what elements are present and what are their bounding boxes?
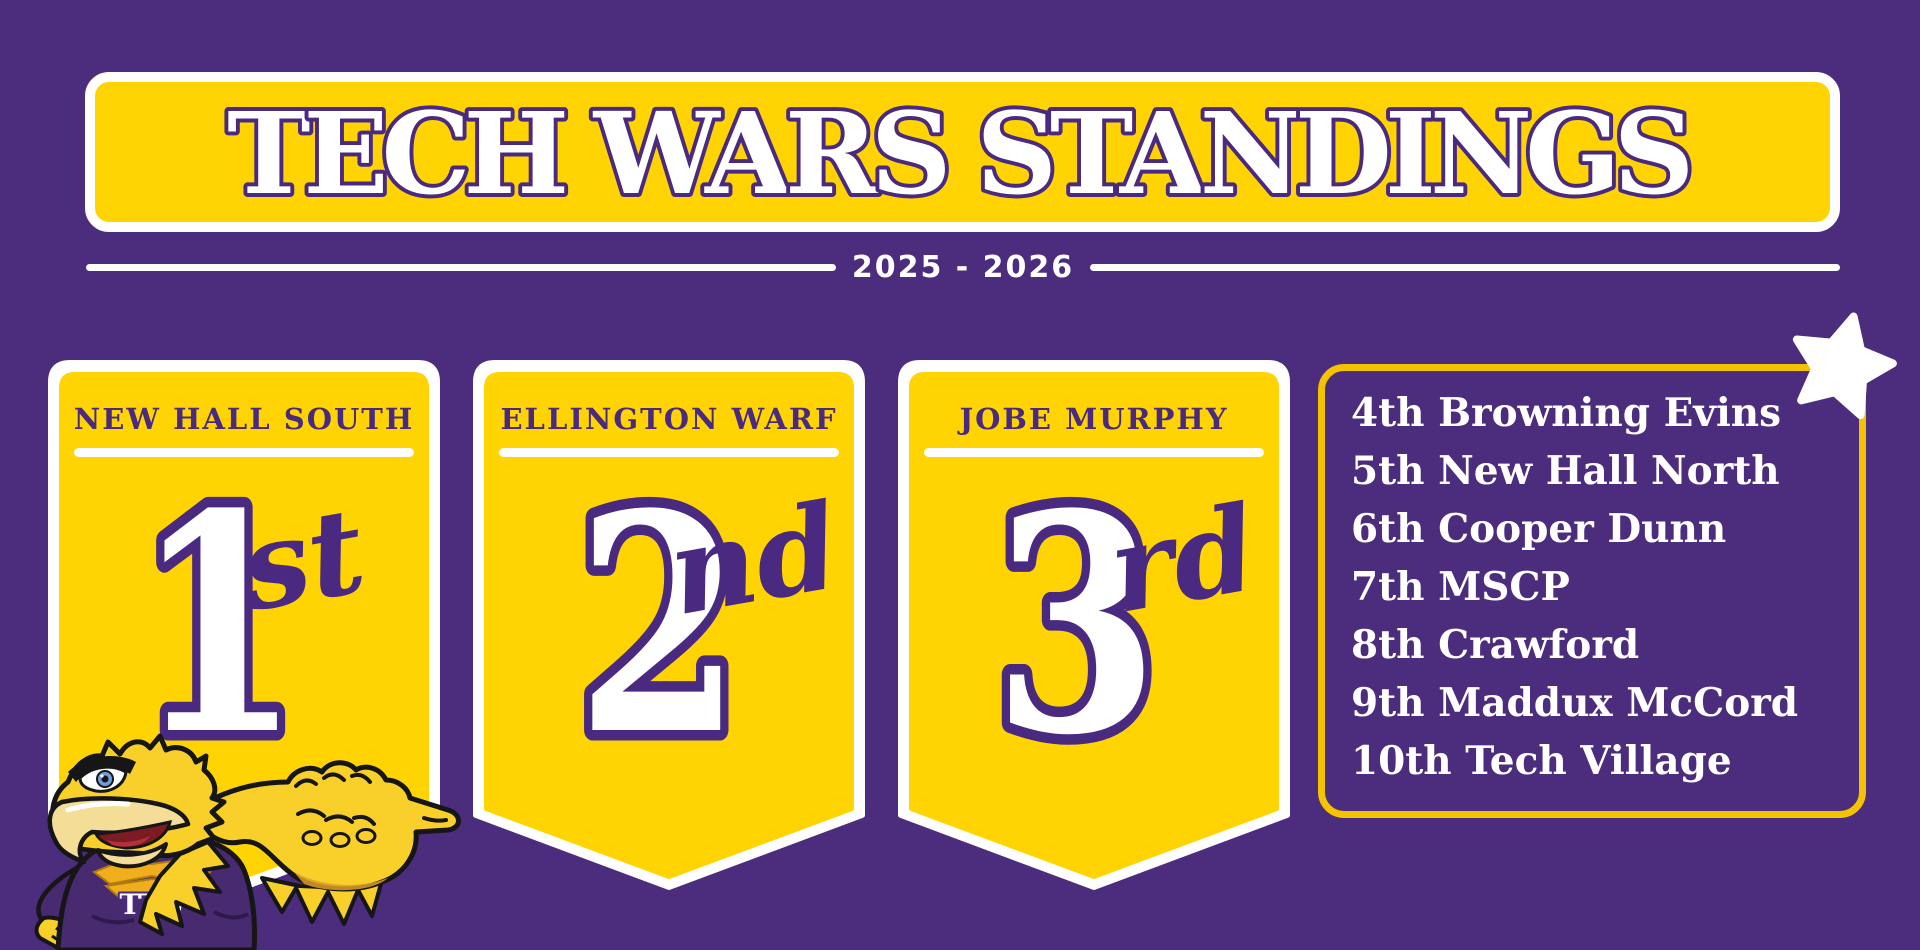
season-rule-left (86, 263, 836, 271)
rank: 6th (1351, 506, 1425, 552)
pennant-team-name: ELLINGTON WARF (500, 402, 838, 436)
team: New Hall North (1438, 448, 1780, 494)
place-suffix: rd (1099, 478, 1266, 640)
rank: 8th (1351, 622, 1425, 668)
team: Maddux McCord (1438, 680, 1799, 726)
team: Tech Village (1465, 738, 1732, 784)
star-icon (1792, 312, 1897, 420)
mascot-pointing-hand (193, 760, 461, 892)
standings-row: 10th Tech Village (1351, 732, 1859, 790)
team: Crawford (1438, 622, 1640, 668)
eagle-head (47, 733, 227, 869)
standings-row: 6th Cooper Dunn (1351, 500, 1859, 558)
team: Cooper Dunn (1438, 506, 1727, 552)
place-suffix: nd (659, 476, 849, 642)
place-number-graphic: 3 rd (983, 438, 1266, 812)
pennant-shape (898, 360, 1290, 890)
season-label: 2025 - 2026 (851, 249, 1075, 285)
standings-row: 5th New Hall North (1351, 442, 1859, 500)
rank: 4th (1351, 390, 1425, 436)
mascot-elbow-feathers (138, 840, 230, 936)
rank: 9th (1351, 680, 1425, 726)
team: MSCP (1438, 564, 1570, 610)
place-number-graphic: 2 nd (566, 438, 849, 812)
pennant-shape (473, 360, 865, 890)
place-suffix: st (230, 480, 374, 638)
pennant-divider (499, 448, 839, 457)
standings-row: 7th MSCP (1351, 558, 1859, 616)
season-row: 2025 - 2026 (86, 248, 1840, 286)
team: Browning Evins (1438, 390, 1782, 436)
rank: 10th (1351, 738, 1452, 784)
rank: 7th (1351, 564, 1425, 610)
pennant-third-place: JOBE MURPHY 3 rd (898, 360, 1290, 890)
pennant-divider (74, 448, 414, 457)
standings-row: 8th Crawford (1351, 616, 1859, 674)
rank: 5th (1351, 448, 1425, 494)
standings-row: 9th Maddux McCord (1351, 674, 1859, 732)
pennant-divider (924, 448, 1264, 457)
pennant-team-name: JOBE MURPHY (959, 402, 1229, 436)
eagle-brow (68, 756, 136, 782)
standings-row: 4th Browning Evins (1351, 384, 1859, 442)
pennant-team-name: NEW HALL SOUTH (73, 402, 415, 436)
place-number: 3 (994, 448, 1159, 801)
page-title: TECH WARS STANDINGS (227, 89, 1697, 220)
eagle-beak-lower (96, 842, 168, 869)
place-number: 2 (577, 448, 742, 801)
season-rule-right (1090, 263, 1840, 271)
pennant-second-place: ELLINGTON WARF 2 nd (473, 360, 865, 890)
standings-panel: 4th Browning Evins 5th New Hall North 6t… (1318, 364, 1866, 818)
title-banner: TECH WARS STANDINGS (85, 72, 1840, 232)
golden-eagle-mascot-icon: TTU (34, 733, 461, 950)
eagle-mouth (93, 820, 173, 850)
title-banner-text: TECH WARS STANDINGS (223, 85, 1698, 222)
